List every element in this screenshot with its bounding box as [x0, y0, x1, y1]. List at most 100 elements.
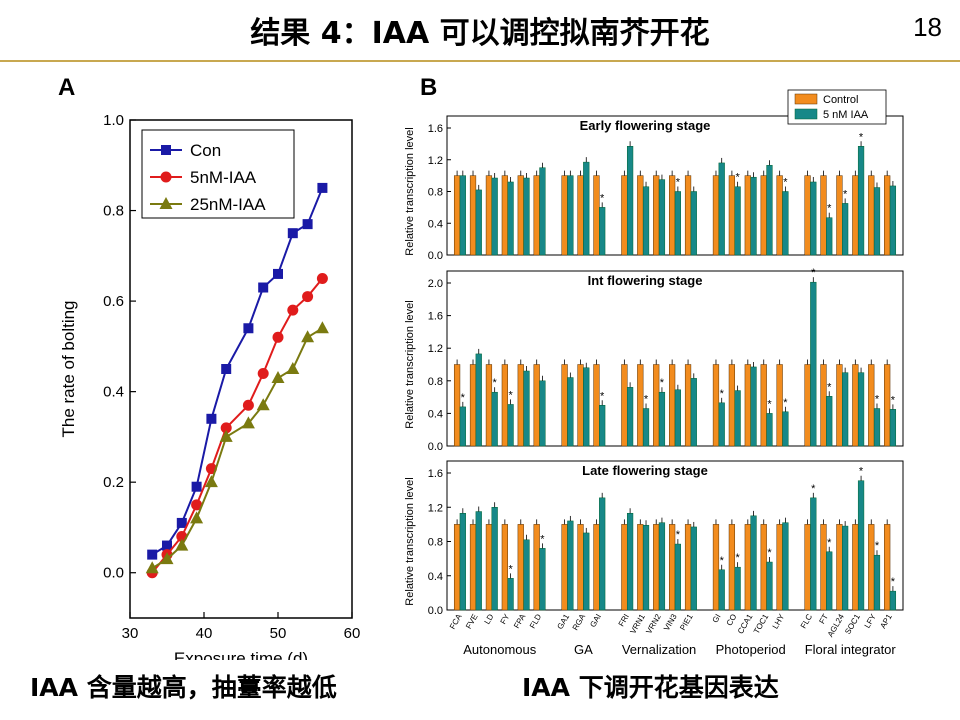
y-tick-label: 0.4 — [428, 571, 443, 583]
bar-iaa-lhy — [782, 191, 789, 256]
data-point — [191, 481, 202, 492]
data-point — [220, 422, 232, 434]
bar-control-ga1 — [561, 175, 568, 256]
y-axis-label: The rate of bolting — [59, 300, 78, 437]
bar-control-fve — [469, 175, 477, 256]
y-axis-label: Relative transcription level — [404, 127, 416, 255]
significance-marker: * — [783, 397, 788, 409]
y-tick-label: 2.0 — [428, 278, 443, 290]
bar-control-vrn2 — [653, 364, 660, 447]
stage-panel: 0.0 0.4 0.8 1.2 1.6 Relative transcription le… — [404, 115, 904, 262]
bar-control-fri — [621, 524, 628, 611]
bar-iaa-toc1 — [766, 561, 773, 611]
bar-iaa-gai — [599, 207, 606, 256]
legend-label: Con — [190, 141, 221, 160]
y-tick-label: 0.0 — [103, 565, 124, 582]
significance-marker: * — [508, 563, 513, 575]
bar-iaa-toc1 — [766, 165, 773, 256]
data-point — [243, 323, 254, 334]
significance-marker: * — [859, 466, 864, 478]
stage-panel: 0.0 0.4 0.8 1.2 1.6 Relative transcription le… — [404, 460, 904, 617]
bar-control-vrn1 — [637, 364, 644, 447]
data-point — [241, 416, 255, 429]
bar-iaa-lfy — [873, 554, 881, 611]
transcription-bar-charts: 0.0 0.4 0.8 1.2 1.6 Relative transcription le… — [404, 89, 904, 657]
data-point — [190, 511, 204, 524]
significance-marker: * — [540, 533, 545, 545]
gene-label: LHY — [771, 612, 787, 631]
data-point — [204, 475, 218, 488]
bar-iaa-lfy — [873, 408, 881, 447]
significance-marker: * — [827, 537, 832, 549]
bar-iaa-lfy — [873, 187, 881, 256]
data-point — [160, 552, 174, 565]
bar-iaa-cca1 — [750, 176, 757, 256]
bar-control-gi — [712, 175, 720, 256]
bar-iaa-gi — [718, 402, 725, 447]
bar-control-cca1 — [744, 524, 751, 611]
bar-iaa-fca — [459, 406, 466, 447]
data-point — [256, 398, 270, 411]
legend-marker — [159, 197, 173, 209]
bar-control-co — [728, 524, 736, 611]
bar-control-ld — [485, 364, 493, 447]
data-point — [258, 282, 269, 293]
bar-iaa-fri — [626, 387, 634, 447]
bar-control-fve — [469, 524, 477, 611]
bar-control-gai — [593, 175, 600, 256]
y-axis-label: Relative transcription level — [404, 300, 416, 428]
page-number: 18 — [913, 12, 942, 42]
data-point — [287, 228, 298, 239]
bar-iaa-fpa — [523, 177, 530, 256]
bar-control-lfy — [868, 175, 875, 256]
y-tick-label: 0.8 — [428, 187, 443, 199]
bar-iaa-vrn1 — [642, 186, 650, 256]
legend-label-control: Control — [823, 94, 858, 106]
gene-label: PIE1 — [678, 612, 695, 632]
significance-marker: * — [767, 398, 772, 410]
group-label: Vernalization — [622, 642, 696, 657]
bar-control-lfy — [868, 524, 875, 611]
gene-label: GA1 — [555, 612, 571, 631]
series-line — [151, 327, 323, 570]
gene-label: FCA — [448, 612, 464, 631]
bar-iaa-rga — [583, 367, 590, 447]
bar-iaa-ap1 — [889, 590, 897, 611]
significance-marker: * — [676, 529, 681, 541]
significance-marker: * — [859, 131, 864, 143]
y-tick-label: 0.6 — [103, 293, 124, 310]
gene-label: VRN2 — [644, 612, 663, 635]
bar-iaa-ft — [826, 551, 833, 611]
bar-iaa-agl24 — [842, 203, 849, 256]
y-tick-label: 0.8 — [428, 376, 443, 388]
bar-control-vrn2 — [653, 175, 660, 256]
significance-marker: * — [720, 555, 725, 567]
significance-marker: * — [843, 188, 848, 200]
bar-control-soc1 — [852, 524, 859, 611]
bar-iaa-ft — [826, 217, 833, 256]
y-tick-label: 1.0 — [103, 112, 124, 129]
x-tick-label: 30 — [122, 625, 139, 642]
legend-swatch-control — [794, 93, 818, 105]
bar-iaa-lhy — [782, 522, 789, 611]
bar-iaa-co — [734, 186, 741, 256]
bar-control-rga — [577, 364, 584, 447]
bar-iaa-ld — [491, 177, 498, 256]
bar-control-vin3 — [669, 364, 676, 447]
x-tick-label: 60 — [344, 625, 361, 642]
significance-marker: * — [461, 392, 466, 404]
significance-marker: * — [735, 172, 740, 184]
bar-iaa-agl24 — [842, 525, 849, 611]
significance-marker: * — [891, 394, 896, 406]
bar-control-fve — [469, 364, 477, 447]
bar-control-flc — [804, 524, 811, 611]
gene-label: RGA — [571, 612, 588, 632]
gene-label: GAI — [588, 613, 603, 629]
significance-marker: * — [735, 552, 740, 564]
bar-control-cca1 — [744, 364, 751, 447]
bar-iaa-fpa — [523, 539, 530, 611]
data-point — [206, 413, 217, 424]
gene-label: VIN3 — [662, 612, 679, 632]
data-point — [301, 330, 315, 343]
series-con — [147, 182, 328, 560]
